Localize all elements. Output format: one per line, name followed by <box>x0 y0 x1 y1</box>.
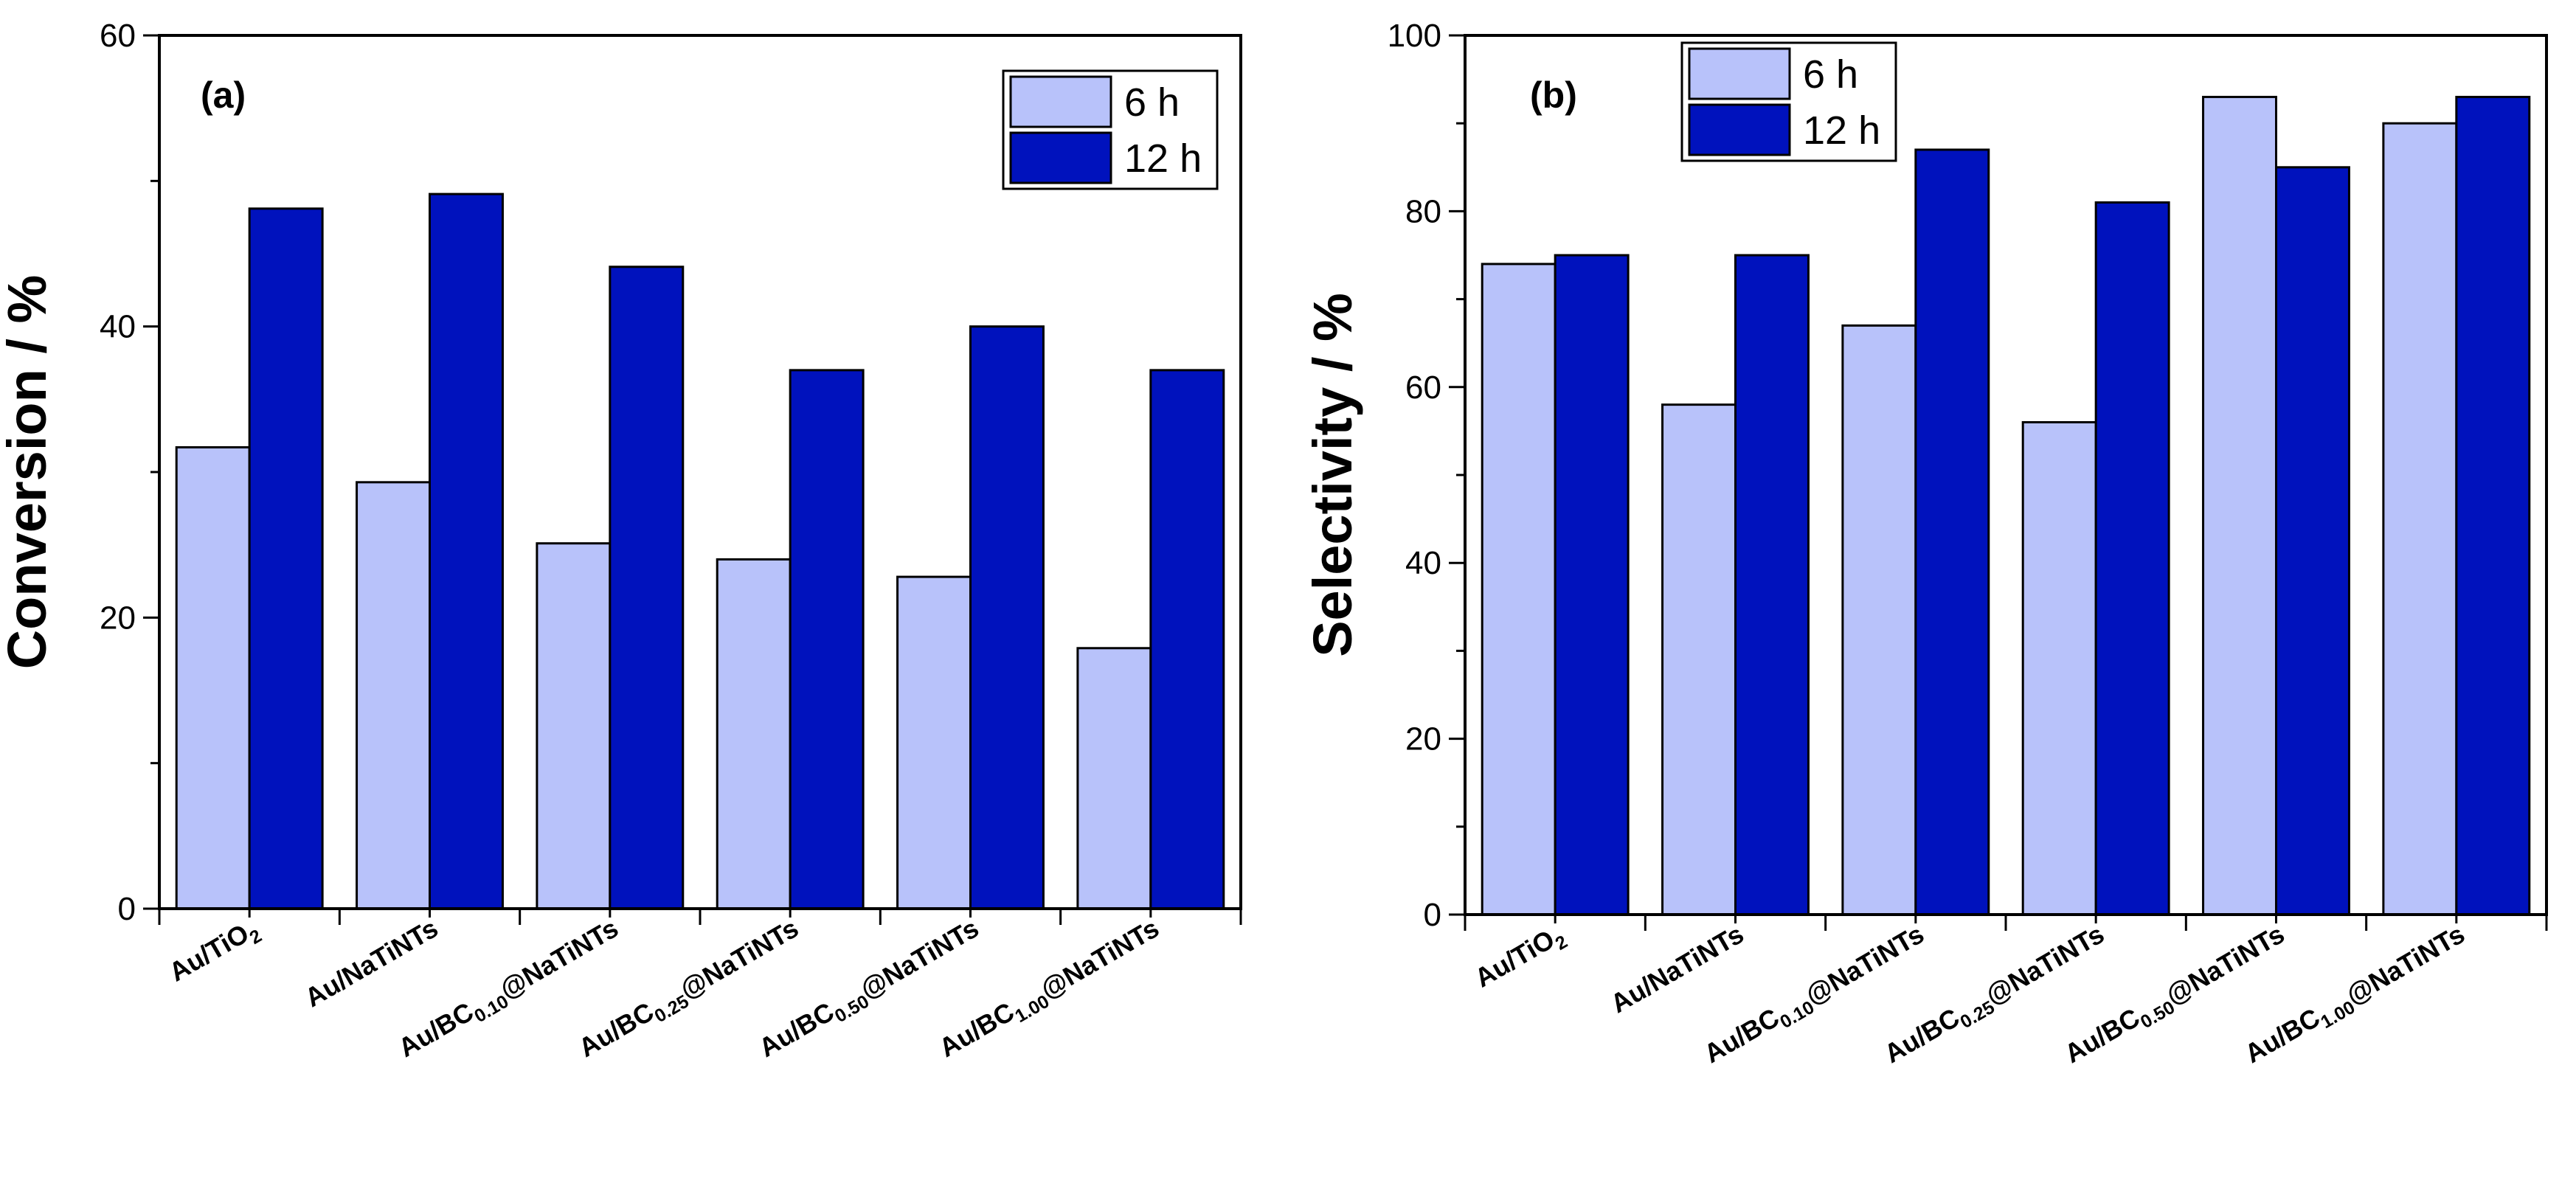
y-tick-label: 60 <box>1405 370 1441 406</box>
x-tick-label: Au/TiO2 <box>164 912 266 991</box>
y-tick-label: 40 <box>1405 545 1441 581</box>
y-tick-label: 0 <box>118 891 136 927</box>
bar-6h-5 <box>1076 647 1152 910</box>
y-tick-label: 0 <box>1424 897 1441 933</box>
bar-6h-4 <box>2202 95 2277 916</box>
x-tick-label: Au/NaTiNTs <box>1605 918 1748 1019</box>
panel-label: (a) <box>201 74 246 116</box>
y-tick-label: 40 <box>100 309 136 345</box>
bar-12h-4 <box>969 325 1045 910</box>
y-axis-title: Selectivity / % <box>1302 293 1363 657</box>
bar-12h-0 <box>248 207 324 910</box>
y-tick-label: 60 <box>100 18 136 54</box>
bar-12h-5 <box>2455 95 2531 916</box>
panel-label: (b) <box>1530 74 1577 116</box>
legend: 6 h 12 h <box>1002 69 1219 190</box>
bar-6h-3 <box>2021 420 2097 916</box>
bar-12h-3 <box>789 369 865 910</box>
bar-6h-5 <box>2382 122 2458 916</box>
legend-swatch-6h <box>1009 75 1112 128</box>
bar-6h-1 <box>1661 403 1737 916</box>
bar-6h-3 <box>716 558 792 910</box>
bar-12h-2 <box>1914 148 1990 916</box>
legend-swatch-6h <box>1688 47 1791 100</box>
legend-label: 12 h <box>1803 108 1880 153</box>
bar-6h-0 <box>175 445 251 910</box>
bar-6h-1 <box>356 481 432 910</box>
x-tick-label: Au/NaTiNTs <box>300 912 443 1013</box>
bar-12h-3 <box>2094 201 2170 916</box>
y-tick-label: 80 <box>1405 193 1441 229</box>
legend-label: 6 h <box>1124 80 1180 125</box>
legend: 6 h 12 h <box>1680 41 1897 162</box>
y-tick-label: 20 <box>100 600 136 636</box>
legend-swatch-12h <box>1009 131 1112 184</box>
y-tick-label: 100 <box>1388 18 1441 54</box>
bar-12h-1 <box>429 193 504 910</box>
bar-6h-2 <box>536 542 612 910</box>
legend-label: 6 h <box>1803 52 1858 97</box>
bar-12h-4 <box>2275 166 2350 916</box>
bar-12h-1 <box>1734 254 1810 916</box>
bar-12h-2 <box>609 266 685 910</box>
bar-6h-0 <box>1481 263 1557 916</box>
y-axis-title: Conversion / % <box>0 275 58 670</box>
legend-swatch-12h <box>1688 103 1791 156</box>
x-tick-label: Au/TiO2 <box>1469 918 1571 997</box>
bar-6h-4 <box>896 575 972 910</box>
bar-6h-2 <box>1841 324 1917 916</box>
legend-label: 12 h <box>1124 136 1202 181</box>
bar-12h-5 <box>1149 369 1225 910</box>
y-tick-label: 20 <box>1405 721 1441 757</box>
bar-12h-0 <box>1554 254 1630 916</box>
